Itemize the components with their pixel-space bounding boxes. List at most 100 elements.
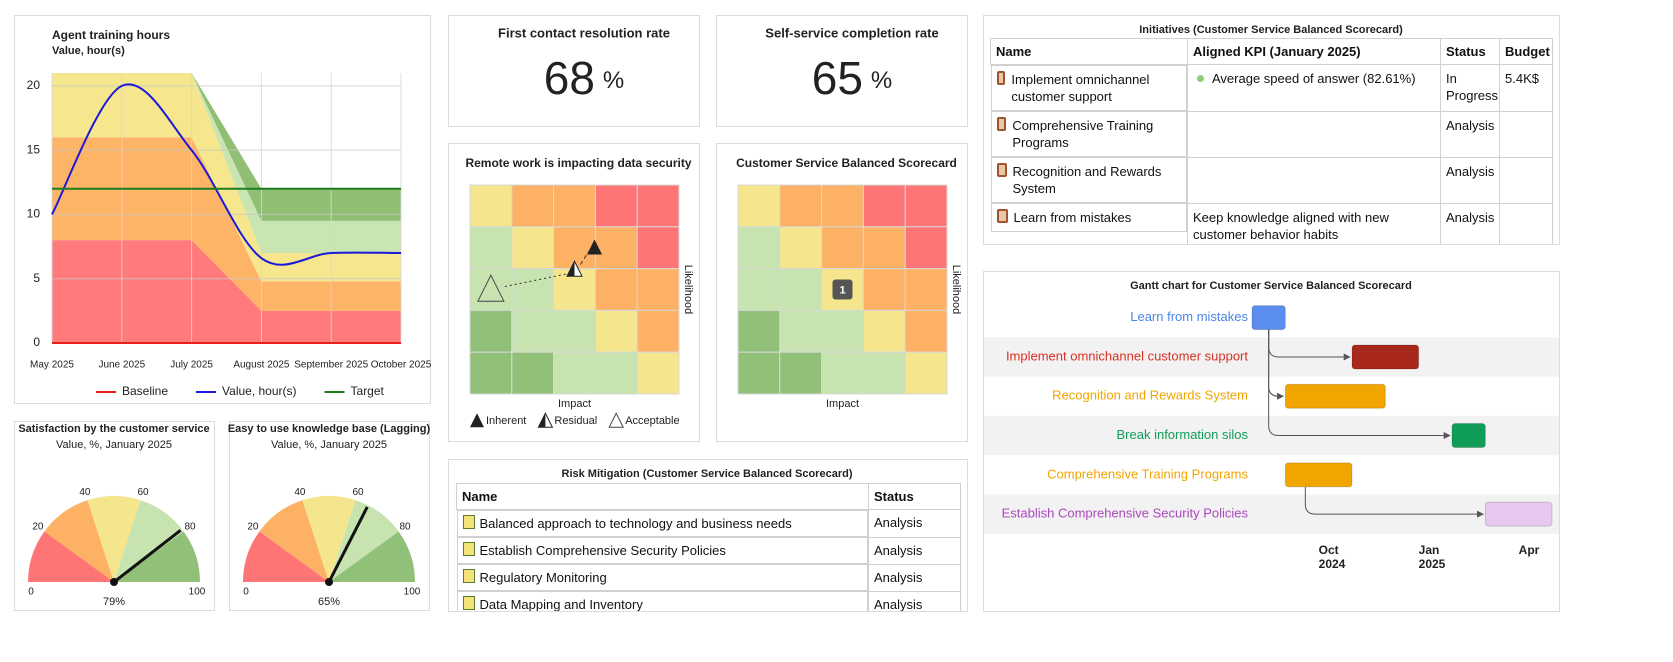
chart-title: Satisfaction by the customer service <box>18 423 209 435</box>
matrix-cell <box>904 184 948 228</box>
matrix-cell <box>779 309 823 353</box>
cell-text: Analysis <box>874 515 923 530</box>
legend-icon <box>470 413 484 428</box>
kpi-title: First contact resolution rate <box>498 25 670 40</box>
chart-subtitle: Value, %, January 2025 <box>56 439 172 451</box>
initiatives-table-wrap: Name Aligned KPI (January 2025) Status Budg… <box>990 38 1554 244</box>
legend-icon <box>608 412 624 428</box>
matrix-cell <box>511 351 555 395</box>
cell-text: Analysis <box>1446 163 1495 179</box>
matrix-cell <box>779 351 823 395</box>
y-tick-label: 10 <box>27 207 41 221</box>
x-tick-label: August 2025 <box>233 360 290 371</box>
band <box>52 137 401 311</box>
x-tick-label: May 2025 <box>30 360 74 371</box>
kpi-title: Self-service completion rate <box>765 25 938 40</box>
gauge-band <box>259 500 329 582</box>
cell-text: Implement omnichannel customer support <box>1011 72 1150 104</box>
dependency-arrow <box>1304 486 1485 518</box>
table-cell: In Progress <box>1440 64 1500 112</box>
column-header: Aligned KPI (January 2025) <box>1187 38 1441 65</box>
table-row: Establish Comprehensive Security Policie… <box>456 536 961 565</box>
chart-title: Easy to use knowledge base (Lagging) <box>228 423 431 435</box>
gauge-needle <box>113 529 182 584</box>
table-row: Implement omnichannel customer support Av… <box>990 64 1553 112</box>
matrix-cell <box>821 184 864 228</box>
legend-label: Acceptable <box>625 415 679 427</box>
header-row: Name Status <box>456 483 961 510</box>
task-bar <box>1351 344 1420 370</box>
cell-text: In Progress <box>1446 71 1499 103</box>
matrix-cell <box>594 309 638 353</box>
panel <box>448 15 700 127</box>
y-tick-label: 0 <box>33 335 40 349</box>
gauge-band <box>243 531 329 582</box>
matrix-cell <box>821 226 864 270</box>
table-cell: Data Mapping and Inventory <box>456 591 868 611</box>
matrix-cell <box>511 184 555 228</box>
task-bar <box>1284 462 1353 488</box>
row-icon <box>462 542 475 556</box>
table-cell: Analysis <box>868 590 961 611</box>
row-icon <box>996 117 1007 131</box>
cell-text: Data Mapping and Inventory <box>479 597 643 611</box>
cell-text: Analysis <box>874 569 923 585</box>
matrix-cell <box>821 309 864 353</box>
gauge-tick-label: 100 <box>404 587 421 598</box>
gauge-tick-label: 60 <box>137 487 149 498</box>
band <box>52 73 401 221</box>
gauge-tick-label: 0 <box>28 587 34 598</box>
matrix-cell <box>821 351 864 395</box>
risk-marker-half <box>567 261 575 277</box>
matrix-cell <box>779 184 823 228</box>
table-cell: Analysis <box>868 536 961 565</box>
x-tick-label: Apr <box>1518 543 1540 557</box>
matrix-cell <box>553 309 596 353</box>
kpi-number: 68 <box>544 52 595 104</box>
band <box>52 73 401 282</box>
gauge-tick-label: 40 <box>79 487 91 498</box>
band <box>52 73 401 253</box>
cell-text: Analysis <box>1446 209 1495 225</box>
table-cell: Balanced approach to technology and busi… <box>456 510 868 537</box>
matrix-cell <box>469 184 513 228</box>
column-header: Name <box>456 483 869 510</box>
task-label: Learn from mistakes <box>1130 309 1248 324</box>
matrix-cell <box>553 351 596 395</box>
y-tick-label: 15 <box>27 142 41 156</box>
task-label: Implement omnichannel customer support <box>1006 348 1248 363</box>
x-tick-label: June 2025 <box>98 360 145 371</box>
path-line <box>580 251 589 265</box>
kpi-unit: % <box>603 67 624 94</box>
gauge-tick-label: 60 <box>352 487 364 498</box>
gauge-band <box>114 531 200 582</box>
dependency-arrow <box>1268 329 1451 440</box>
matrix-cell <box>737 226 781 270</box>
risk-marker <box>587 239 602 255</box>
matrix-cell <box>511 226 555 270</box>
table-cell <box>1187 110 1441 158</box>
row-background <box>984 337 1559 377</box>
table-cell: Analysis <box>1440 156 1500 204</box>
task-bar <box>1484 501 1553 527</box>
gauge-value-label: 65% <box>318 596 340 608</box>
matrix-cell <box>594 184 638 228</box>
gauge-band <box>44 500 114 582</box>
matrix-cell <box>469 351 513 395</box>
kpi-number: 65 <box>812 52 863 104</box>
matrix-cell <box>862 309 906 353</box>
cell-text: Analysis <box>874 542 923 558</box>
matrix-cell <box>737 268 781 311</box>
column-header: Name <box>990 38 1188 65</box>
table-cell: Analysis <box>868 509 961 538</box>
matrix-cell <box>779 226 823 270</box>
y-tick-label: 5 <box>33 271 40 285</box>
cell-text: Learn from mistakes <box>1013 210 1132 225</box>
matrix-cell <box>469 226 513 270</box>
chart-subtitle: Value, hour(s) <box>52 45 125 57</box>
gauge-tick-label: 80 <box>184 521 196 532</box>
line <box>51 83 402 266</box>
chart-title: Gantt chart for Customer Service Balance… <box>1130 280 1412 292</box>
table-cell: 5.4K$ <box>1499 64 1553 112</box>
gauge-tick-label: 40 <box>294 487 306 498</box>
